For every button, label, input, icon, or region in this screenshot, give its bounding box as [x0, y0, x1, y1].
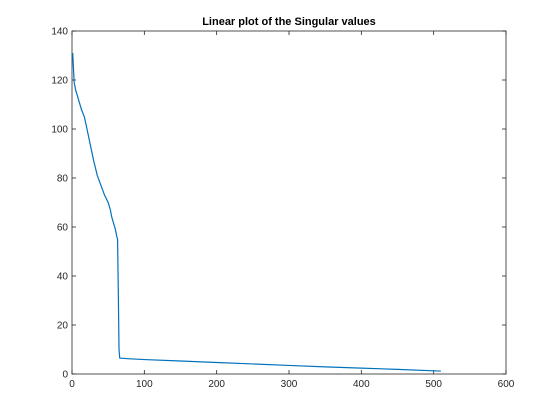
x-tick-label: 100 [136, 379, 153, 390]
y-tick-label: 100 [51, 125, 68, 136]
y-tick-label: 0 [62, 370, 68, 381]
y-tick-label: 140 [51, 27, 68, 38]
y-tick-label: 120 [51, 76, 68, 87]
x-tick-label: 500 [425, 379, 442, 390]
series-line-singular-values [72, 53, 441, 372]
x-tick-label: 600 [498, 379, 515, 390]
y-tick-label: 20 [57, 321, 69, 332]
x-tick-label: 0 [69, 379, 75, 390]
x-tick-label: 400 [353, 379, 370, 390]
x-tick-label: 300 [281, 379, 298, 390]
y-tick-label: 60 [57, 223, 69, 234]
y-tick-label: 80 [57, 174, 69, 185]
y-tick-label: 40 [57, 272, 69, 283]
y-axis: 0 20 40 60 80 100 120 140 [51, 27, 506, 381]
chart-title: Linear plot of the Singular values [202, 16, 376, 28]
plot-area [71, 30, 507, 375]
x-tick-label: 200 [208, 379, 225, 390]
